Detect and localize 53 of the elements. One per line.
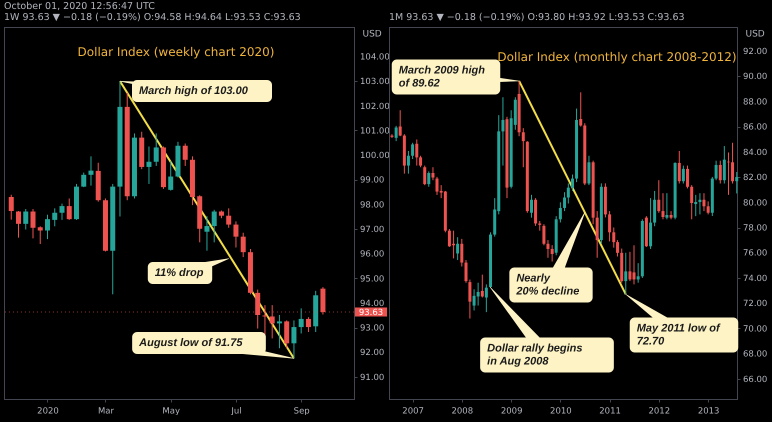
annotation: May 2011 low of 72.70: [636, 322, 722, 348]
y-tick-label: 94.00: [360, 298, 384, 309]
y-tick-label: 102.00: [360, 102, 390, 112]
y-tick-label: 74.00: [743, 274, 768, 284]
y-tick-label: 70.00: [743, 324, 768, 334]
y-tick-label: 86.00: [743, 122, 768, 133]
x-tick-label: 2020: [37, 406, 59, 416]
y-axis-title: USD: [746, 30, 765, 40]
y-tick-label: 68.00: [743, 350, 768, 360]
text: 1W 93.63 ▼ −0.18 (−0.19%) O:94.58 H:94.64 L:93.53 C:93.63: [4, 12, 301, 23]
y-tick-label: 78.00: [743, 224, 768, 234]
y-tick-label: 100.00: [360, 151, 390, 162]
x-tick-label: Jul: [230, 406, 242, 416]
x-tick-label: 2007: [402, 406, 424, 416]
y-tick-label: 92.00: [360, 348, 384, 358]
y-tick-label: 90.00: [743, 72, 768, 82]
y-tick-label: 88.00: [743, 97, 768, 108]
y-axis-title: USD: [362, 30, 382, 40]
y-tick-label: 97.00: [360, 225, 384, 236]
y-tick-label: 76.00: [743, 248, 768, 259]
y-tick-label: 95.00: [360, 274, 384, 284]
y-tick-label: 103.00: [360, 77, 390, 88]
text: Dollar Index (weekly chart 2020): [78, 45, 274, 59]
y-tick-label: 91.00: [360, 372, 384, 383]
text: 1M 93.63 ▼ −0.18 (−0.19%) O:93.80 H:93.92 L:93.53 C:93.63: [389, 12, 685, 23]
y-tick-label: 72.00: [743, 299, 768, 310]
y-tick-label: 92.00: [743, 46, 768, 57]
x-tick-label: May: [162, 406, 180, 416]
y-tick-label: 104.00: [360, 52, 390, 63]
x-tick-label: 2008: [451, 406, 474, 416]
ref-line-label: 93.63: [358, 308, 384, 318]
y-tick-label: 93.00: [360, 324, 384, 334]
x-tick-label: 2009: [500, 406, 522, 416]
annotation: March 2009 high of 89.62: [398, 64, 486, 90]
y-tick-label: 80.00: [743, 198, 768, 208]
x-tick-label: Mar: [98, 406, 114, 416]
x-tick-label: 2010: [550, 406, 572, 416]
x-tick-label: Sep: [294, 406, 310, 416]
y-tick-label: 101.00: [360, 126, 390, 136]
y-tick-label: 66.00: [743, 374, 768, 385]
y-tick-label: 84.00: [743, 148, 768, 158]
text: Dollar Index (monthly chart 2008-2012): [497, 50, 737, 64]
y-tick-label: 82.00: [743, 173, 768, 184]
annotation: March high of 103.00: [139, 85, 249, 97]
x-tick-label: 2012: [648, 406, 670, 416]
x-tick-label: 2011: [599, 406, 621, 416]
annotation: Nearly 20% decline: [515, 272, 580, 298]
text: October 01, 2020 12:56:47 UTC: [4, 1, 156, 12]
y-tick-label: 98.00: [360, 200, 384, 210]
x-tick-label: 2013: [698, 406, 720, 416]
annotation: Dollar rally begins in Aug 2008: [487, 342, 583, 368]
y-tick-label: 99.00: [360, 176, 384, 186]
y-tick-label: 96.00: [360, 250, 384, 260]
